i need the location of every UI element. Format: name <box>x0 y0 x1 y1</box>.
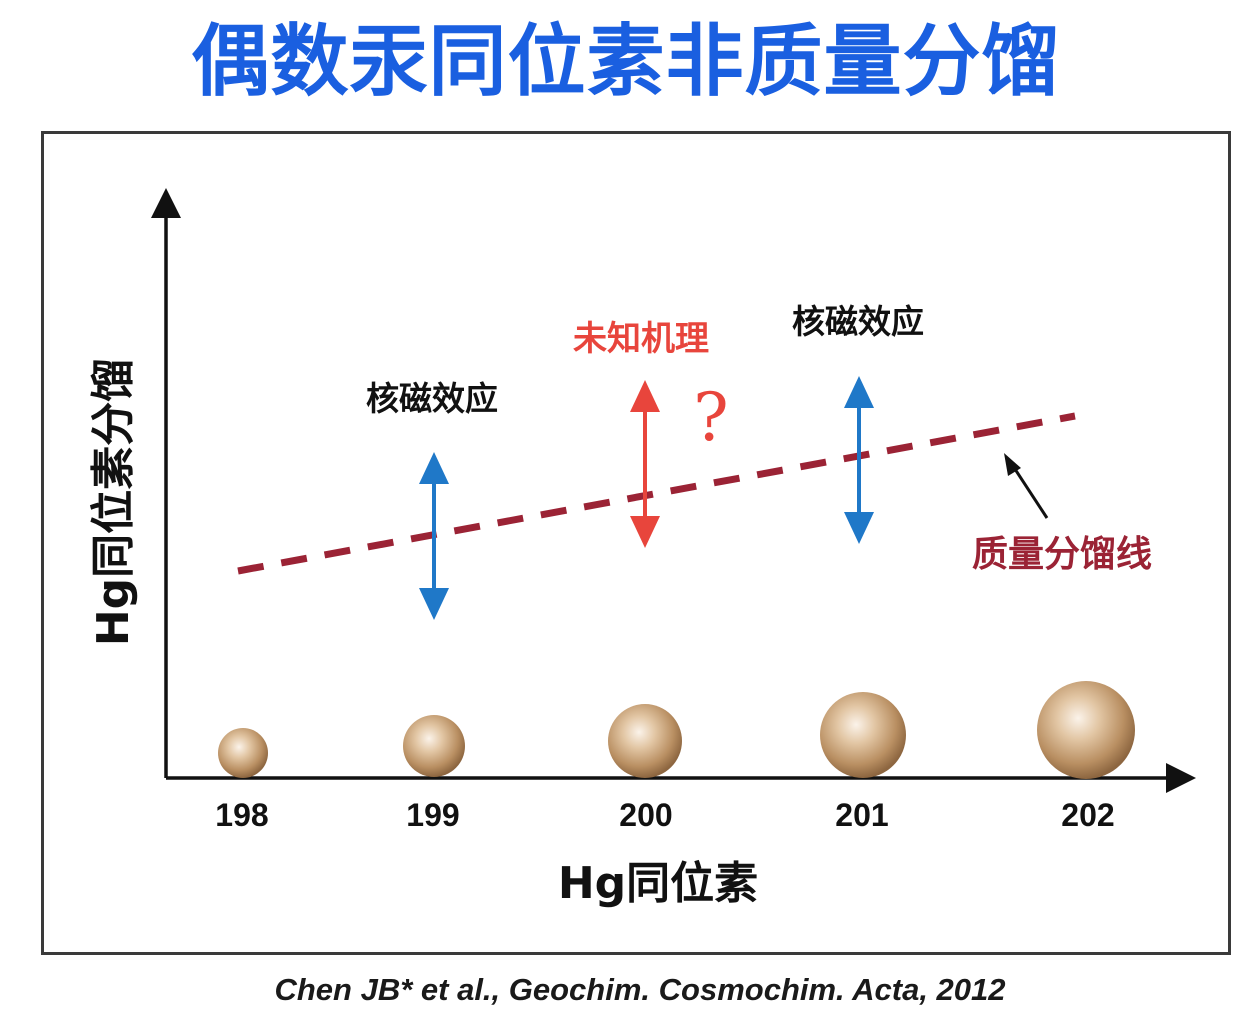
tick-label-200: 200 <box>619 797 672 833</box>
citation: Chen JB* et al., Geochim. Cosmochim. Act… <box>274 972 1006 1007</box>
sphere-199 <box>403 715 465 777</box>
arrow-200 <box>630 380 660 548</box>
sphere-201 <box>820 692 906 778</box>
diagram-frame <box>41 131 1231 955</box>
sphere-200 <box>608 704 682 778</box>
mass-line-pointer-head <box>1004 453 1021 476</box>
arrow-199 <box>419 452 449 620</box>
page-title: 偶数汞同位素非质量分馏 <box>191 17 1061 107</box>
tick-label-199: 199 <box>406 797 459 833</box>
mass-fractionation-line <box>237 412 1076 575</box>
effect-label-199: 核磁效应 <box>366 379 498 418</box>
question-mark: ? <box>693 379 728 456</box>
arrow-201 <box>844 376 874 544</box>
y-axis-arrowhead <box>151 188 181 218</box>
tick-label-202: 202 <box>1061 797 1114 833</box>
y-axis-label: Hg同位素分馏 <box>88 358 139 646</box>
effect-label-201: 核磁效应 <box>792 302 924 341</box>
effect-label-200: 未知机理 <box>573 319 709 359</box>
x-axis-arrowhead <box>1166 763 1196 793</box>
tick-label-201: 201 <box>835 797 888 833</box>
x-axis-label: Hg同位素 <box>558 858 758 909</box>
tick-label-198: 198 <box>215 797 268 833</box>
mass-line-pointer <box>1011 465 1049 519</box>
mass-line-label: 质量分馏线 <box>972 534 1152 575</box>
sphere-198 <box>218 728 268 778</box>
sphere-202 <box>1037 681 1135 779</box>
